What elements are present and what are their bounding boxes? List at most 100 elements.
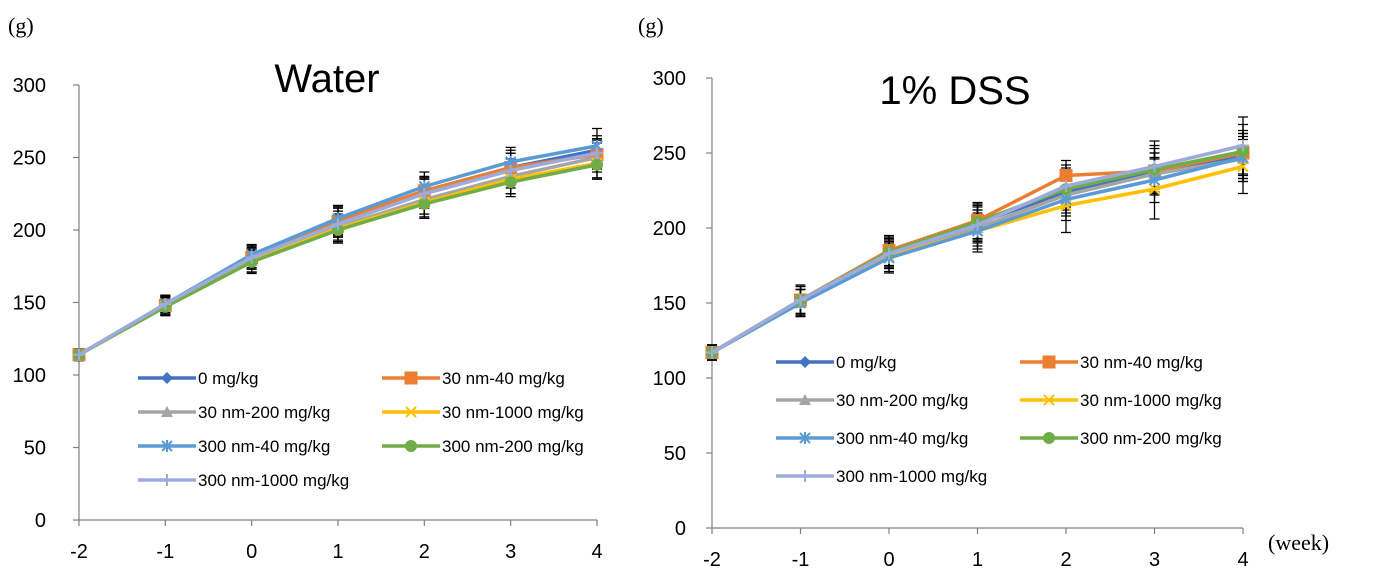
x-tick-label: 4 <box>1237 549 1248 571</box>
x-tick-label: 0 <box>246 541 257 563</box>
series-6 <box>706 139 1249 359</box>
legend-label: 30 nm-200 mg/kg <box>198 403 330 422</box>
data-point <box>1148 174 1161 186</box>
y-tick-label: 0 <box>35 510 46 532</box>
x-tick-label: 2 <box>419 541 430 563</box>
x-tick-label: 2 <box>1060 549 1071 571</box>
legend: 0 mg/kg 30 nm-40 mg/kg 30 nm-200 mg/kg 30 n… <box>138 369 584 490</box>
data-point <box>245 251 258 264</box>
series-line <box>78 155 598 357</box>
legend-marker <box>161 474 173 486</box>
series-line <box>78 151 598 357</box>
data-point <box>332 218 344 231</box>
y-tick-label: 150 <box>13 293 46 315</box>
legend-item: 300 nm-200 mg/kg <box>382 437 584 456</box>
legend-item: 0 mg/kg <box>776 353 896 372</box>
series-2 <box>73 151 603 360</box>
data-point <box>706 346 718 359</box>
y-tick-label: 50 <box>24 438 46 460</box>
y-tick-label: 100 <box>13 365 46 387</box>
legend-item: 0 mg/kg <box>138 369 258 388</box>
data-point <box>1059 169 1073 182</box>
data-point <box>794 294 807 306</box>
y-tick-label: 300 <box>13 75 46 97</box>
legend-label: 300 nm-40 mg/kg <box>198 437 330 456</box>
y-tick-label: 200 <box>653 218 686 240</box>
series-3 <box>706 160 1249 359</box>
legend-item: 30 nm-40 mg/kg <box>1020 353 1203 372</box>
legend-marker <box>799 470 811 482</box>
legend: 0 mg/kg 30 nm-40 mg/kg 30 nm-200 mg/kg 30 n… <box>776 353 1222 486</box>
series-line <box>78 152 598 357</box>
y-axis-unit-label: (g) <box>638 13 664 38</box>
y-tick-label: 300 <box>653 68 686 90</box>
y-tick-label: 200 <box>13 220 46 242</box>
legend-label: 30 nm-1000 mg/kg <box>442 403 584 422</box>
legend-label: 30 nm-40 mg/kg <box>1080 353 1203 372</box>
data-point <box>883 247 895 260</box>
x-tick-label: 1 <box>972 549 983 571</box>
series-5 <box>73 158 603 361</box>
chart-panel-1: (g) 0 50 100 150 200 250 300 -2 -1 0 1 2 3 4 1% DSS 0 mg… <box>638 13 1250 571</box>
legend-label: 30 nm-1000 mg/kg <box>1080 391 1222 410</box>
legend-item: 300 nm-200 mg/kg <box>1020 429 1222 448</box>
data-point <box>1148 183 1161 195</box>
series-line <box>711 164 1244 355</box>
data-point <box>504 164 517 177</box>
data-point <box>591 147 603 160</box>
legend-label: 300 nm-1000 mg/kg <box>198 471 349 490</box>
chart-title: Water <box>274 57 379 101</box>
legend-item: 30 nm-1000 mg/kg <box>382 403 584 422</box>
legend-marker <box>404 371 418 385</box>
legend-item: 300 nm-1000 mg/kg <box>776 467 987 486</box>
data-point <box>504 176 517 189</box>
legend-marker <box>161 440 173 452</box>
series-line <box>78 161 598 357</box>
legend-label: 30 nm-40 mg/kg <box>442 369 565 388</box>
x-tick-label: -2 <box>70 541 88 563</box>
y-tick-label: 0 <box>675 518 686 540</box>
legend-label: 300 nm-200 mg/kg <box>442 437 584 456</box>
legend-marker <box>799 432 811 444</box>
data-point <box>159 297 172 310</box>
legend-marker <box>161 372 173 384</box>
legend-item: 30 nm-200 mg/kg <box>776 391 968 410</box>
legend-marker <box>799 394 811 405</box>
x-tick-label: -2 <box>703 549 721 571</box>
x-tick-label: 3 <box>1149 549 1160 571</box>
legend-item: 300 nm-40 mg/kg <box>776 429 968 448</box>
data-point <box>1237 160 1249 173</box>
legend-marker <box>405 440 417 452</box>
data-point <box>1237 139 1249 152</box>
series-line <box>78 163 598 357</box>
data-point <box>1060 180 1072 192</box>
series-2 <box>706 153 1249 358</box>
data-point <box>418 187 431 200</box>
legend-marker <box>1042 355 1056 369</box>
legend-label: 0 mg/kg <box>836 353 896 372</box>
x-tick-label: -1 <box>156 541 174 563</box>
y-tick-label: 100 <box>653 368 686 390</box>
data-point <box>591 158 603 171</box>
x-tick-label: 0 <box>883 549 894 571</box>
legend-marker <box>405 406 417 418</box>
x-tick-label: 4 <box>591 541 602 563</box>
legend-item: 30 nm-40 mg/kg <box>382 369 565 388</box>
legend-item: 300 nm-1000 mg/kg <box>138 471 349 490</box>
data-point <box>418 197 431 210</box>
legend-label: 30 nm-200 mg/kg <box>836 391 968 410</box>
y-tick-label: 250 <box>653 143 686 165</box>
legend-label: 0 mg/kg <box>198 369 258 388</box>
data-point <box>971 219 984 231</box>
legend-marker <box>799 356 811 368</box>
y-tick-label: 150 <box>653 293 686 315</box>
x-tick-label: 1 <box>332 541 343 563</box>
y-axis-unit-label: (g) <box>8 13 34 38</box>
y-tick-label: 250 <box>13 148 46 170</box>
x-tick-label: -1 <box>792 549 810 571</box>
series-line <box>711 151 1244 355</box>
y-tick-label: 50 <box>664 443 686 465</box>
legend-marker <box>1043 432 1055 444</box>
